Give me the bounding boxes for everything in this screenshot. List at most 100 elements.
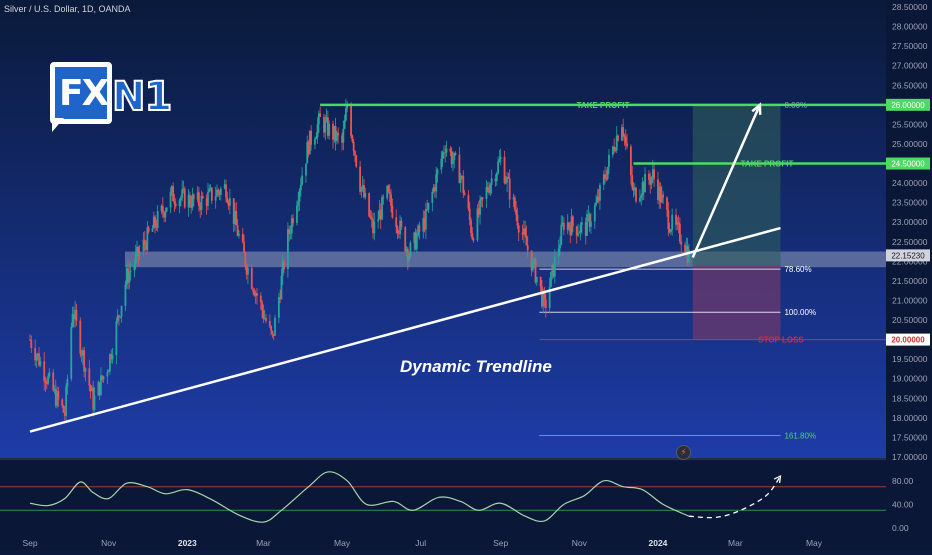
rsi-pane-bg bbox=[0, 461, 886, 550]
dynamic-trendline bbox=[29, 226, 781, 433]
candle-body bbox=[604, 174, 607, 179]
candle-body bbox=[355, 155, 358, 167]
candle-body bbox=[368, 193, 371, 217]
projection-arrow-line bbox=[691, 104, 761, 258]
candle-body bbox=[494, 178, 497, 182]
candle-body bbox=[534, 259, 537, 283]
candle-body bbox=[513, 197, 516, 210]
price-tick-label: 27.00000 bbox=[892, 61, 928, 71]
candle-body bbox=[467, 195, 470, 209]
candle-body bbox=[324, 120, 327, 133]
candle-body bbox=[79, 320, 82, 354]
candle-body bbox=[272, 334, 275, 336]
candle-body bbox=[642, 182, 645, 193]
candle-body bbox=[587, 214, 590, 215]
candle-body bbox=[468, 208, 471, 220]
candle-body bbox=[160, 205, 163, 211]
candle-body bbox=[154, 216, 156, 227]
price-tick-label: 25.00000 bbox=[892, 139, 928, 149]
x-tick-label: Sep bbox=[493, 538, 508, 548]
candle-body bbox=[359, 166, 362, 192]
candle-body bbox=[39, 361, 42, 366]
rsi-tick-label: 0.00 bbox=[892, 523, 909, 533]
candle-body bbox=[237, 233, 240, 236]
candles bbox=[29, 98, 690, 423]
candle-body bbox=[399, 220, 401, 235]
candle-body bbox=[223, 184, 226, 189]
candle-body bbox=[120, 305, 123, 317]
symbol-title[interactable]: Silver / U.S. Dollar, 1D, OANDA bbox=[4, 4, 131, 14]
candle-body bbox=[209, 187, 212, 189]
candle-body bbox=[127, 268, 129, 283]
candle-body bbox=[227, 202, 230, 206]
candle-body bbox=[226, 197, 229, 203]
x-tick-label: Nov bbox=[101, 538, 117, 548]
candle-body bbox=[541, 286, 543, 307]
candle-body bbox=[364, 193, 367, 198]
candle-body bbox=[369, 216, 372, 218]
candle-body bbox=[644, 173, 646, 193]
projection-arrow-head bbox=[751, 102, 762, 115]
candle-body bbox=[377, 219, 380, 222]
candle-body bbox=[146, 227, 149, 250]
stop-loss-price-label: 20.00000 bbox=[891, 336, 925, 345]
fib-label: 161.80% bbox=[784, 431, 816, 440]
candle-body bbox=[476, 208, 479, 241]
candle-body bbox=[631, 175, 634, 188]
candle-body bbox=[503, 156, 506, 184]
candle-body bbox=[54, 388, 57, 406]
stop-loss-label: STOP LOSS bbox=[758, 336, 804, 345]
candle-body bbox=[138, 251, 141, 257]
candle-body bbox=[34, 348, 37, 361]
candle-body bbox=[208, 188, 211, 192]
candle-body bbox=[550, 272, 552, 287]
candle-body bbox=[289, 233, 292, 235]
candle-body bbox=[504, 182, 507, 184]
candle-body bbox=[406, 248, 409, 261]
candle-body bbox=[414, 232, 417, 250]
candle-body bbox=[252, 288, 254, 292]
candle-body bbox=[632, 187, 635, 191]
candle-body bbox=[668, 229, 671, 233]
candle-body bbox=[404, 227, 407, 252]
candle-body bbox=[218, 192, 221, 195]
candle-body bbox=[373, 221, 376, 234]
candle-body bbox=[477, 208, 480, 215]
candle-body bbox=[328, 123, 331, 136]
candle-body bbox=[125, 268, 128, 285]
candle-body bbox=[400, 220, 403, 228]
candle-body bbox=[666, 197, 668, 210]
candle-body bbox=[557, 248, 560, 257]
candle-body bbox=[526, 245, 529, 251]
fxn1-logo: FX N1 bbox=[50, 62, 178, 142]
candle-body bbox=[480, 197, 483, 200]
candle-body bbox=[281, 261, 284, 276]
candle-body bbox=[444, 152, 447, 154]
candle-body bbox=[316, 124, 319, 138]
candle-body bbox=[315, 137, 318, 140]
price-axis-bg bbox=[886, 0, 932, 550]
candle-body bbox=[263, 318, 266, 319]
candle-body bbox=[488, 190, 490, 193]
price-tick-label: 25.50000 bbox=[892, 119, 928, 129]
candle-body bbox=[297, 201, 300, 206]
candle-body bbox=[531, 259, 534, 271]
candle-body bbox=[390, 194, 392, 206]
candle-body bbox=[418, 225, 421, 232]
take-profit-price-badge bbox=[886, 157, 930, 170]
candle-body bbox=[662, 194, 665, 198]
candle-body bbox=[38, 353, 40, 366]
candle-body bbox=[680, 241, 683, 245]
candle-body bbox=[323, 116, 325, 133]
candle-body bbox=[111, 355, 114, 360]
price-tick-label: 23.50000 bbox=[892, 198, 928, 208]
lightning-icon[interactable]: ⚡ bbox=[676, 445, 691, 460]
candle-body bbox=[551, 264, 554, 273]
candle-body bbox=[570, 216, 573, 236]
candle-body bbox=[525, 235, 528, 246]
candle-body bbox=[676, 222, 679, 225]
candle-body bbox=[343, 120, 346, 129]
candle-body bbox=[118, 315, 120, 317]
candle-body bbox=[512, 197, 515, 200]
